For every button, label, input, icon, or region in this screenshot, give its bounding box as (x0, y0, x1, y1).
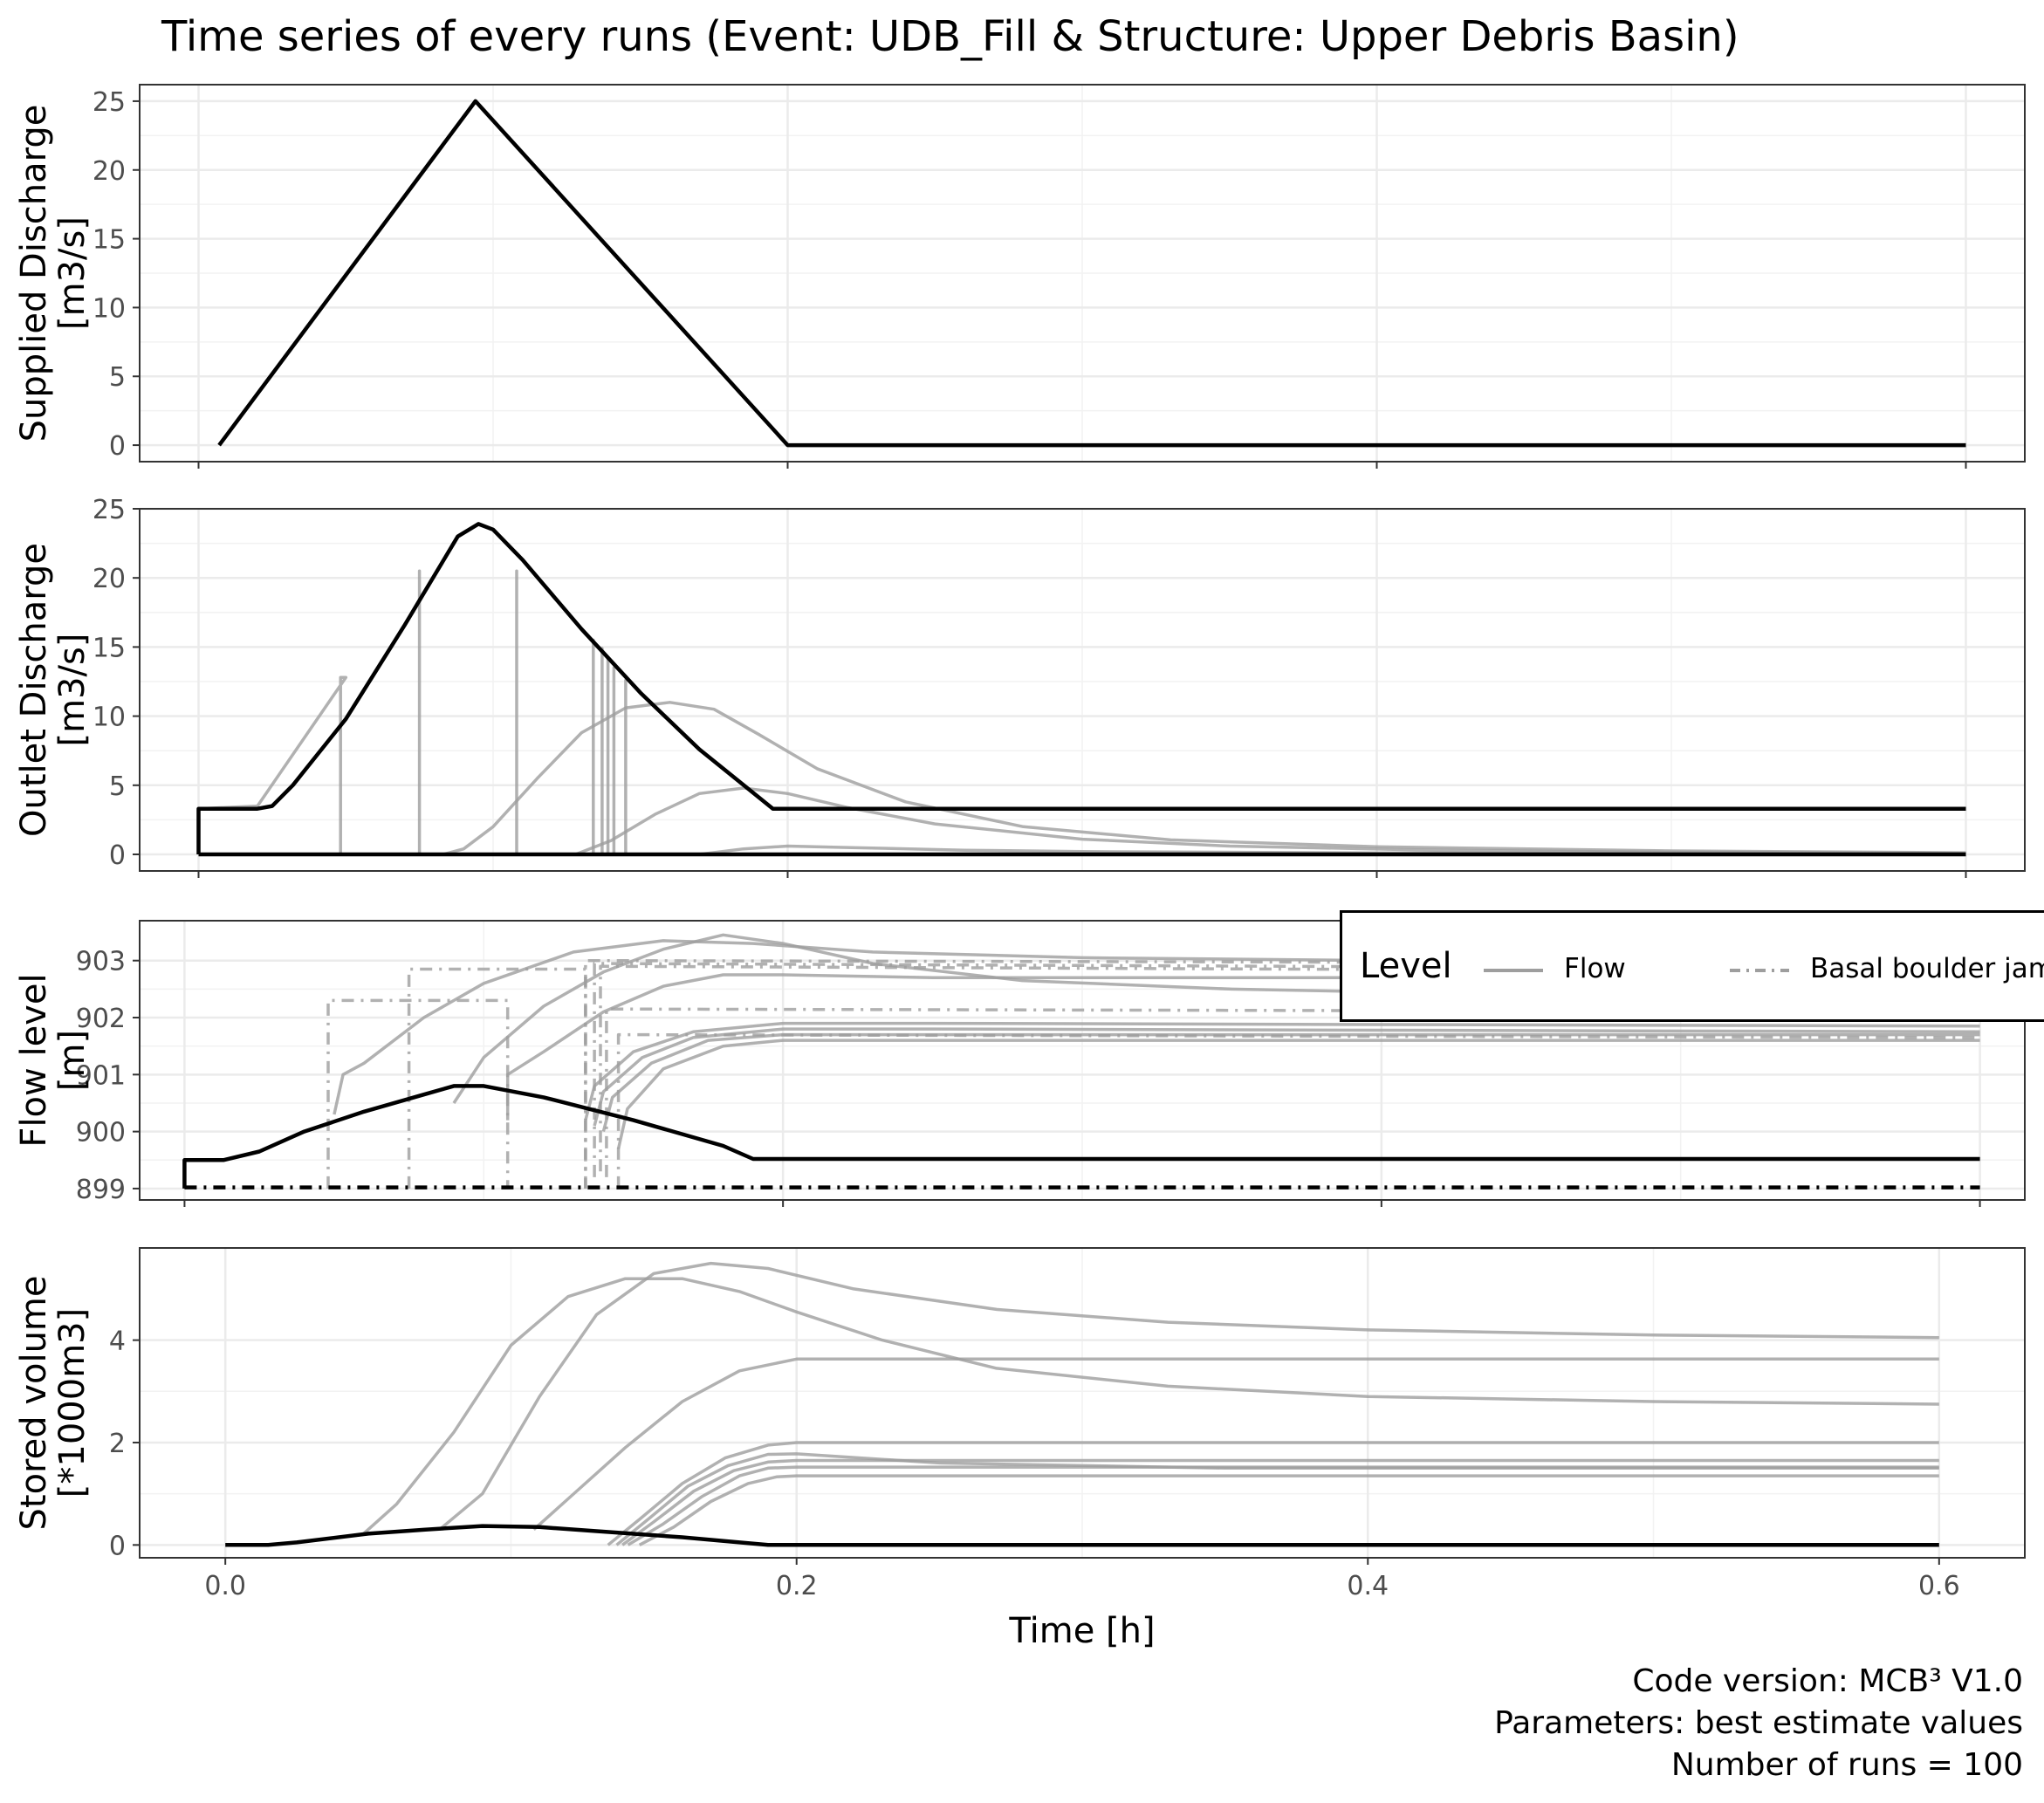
legend: Level Flow Basal boulder jam (1340, 910, 2044, 1022)
y-tick-label: 20 (93, 156, 126, 187)
series-line-8 (225, 1524, 1939, 1547)
panel-stored: 0 2 4 0.0 0.2 0.4 0.6 Stored volume[*1000m3] Tim… (14, 1247, 2026, 1651)
y-tick-label: 25 (93, 495, 126, 525)
series-line-0 (217, 99, 1966, 448)
y-axis-label: Stored volume[*1000m3] (14, 1275, 93, 1530)
series-group (217, 99, 1966, 448)
panel-border (139, 508, 2026, 872)
series-line-2 (505, 973, 1980, 1121)
series-line-0 (333, 939, 1980, 1115)
series-line-14 (182, 1084, 1980, 1189)
series-line-7 (638, 1474, 1939, 1546)
caption-parameters: Parameters: best estimate values (1494, 1705, 2023, 1741)
x-tick-label: 0.0 (204, 1571, 246, 1601)
series-line-11 (196, 522, 1966, 854)
series-line-8 (340, 701, 1966, 856)
panel-border (139, 1247, 2026, 1559)
y-tick-label: 15 (93, 225, 126, 256)
y-tick-label: 0 (109, 431, 126, 462)
x-tick-label: 0.2 (776, 1571, 818, 1601)
y-tick-label: 899 (76, 1175, 126, 1205)
y-tick-label: 0 (109, 1531, 126, 1561)
panel-border (139, 84, 2026, 463)
legend-title: Level (1360, 946, 1452, 986)
series-line-7 (326, 998, 510, 1189)
y-tick-label: 903 (76, 947, 126, 977)
x-axis-label: Time [h] (1008, 1611, 1155, 1651)
series-line-1 (452, 933, 1980, 1104)
caption-code-version: Code version: MCB³ V1.0 (1632, 1663, 2023, 1699)
y-tick-label: 5 (109, 771, 126, 802)
series-line-5 (621, 1458, 1939, 1546)
series-group (225, 1261, 1939, 1547)
series-line-10 (593, 962, 1980, 1177)
y-tick-label: 0 (109, 840, 126, 871)
y-axis-label: Flow level[m] (14, 973, 93, 1147)
x-tick-label: 0.4 (1347, 1571, 1389, 1601)
series-line-5 (601, 1032, 1980, 1133)
y-tick-label: 902 (76, 1004, 126, 1034)
series-line-1 (438, 1261, 1939, 1532)
series-line-13 (616, 1032, 1980, 1189)
y-tick-label: 15 (93, 633, 126, 663)
y-tick-label: 900 (76, 1118, 126, 1148)
y-tick-label: 901 (76, 1060, 126, 1091)
series-line-0 (361, 1277, 1939, 1536)
y-tick-label: 2 (109, 1429, 126, 1459)
caption-number-of-runs: Number of runs = 100 (1670, 1747, 2023, 1783)
series-line-6 (627, 1465, 1939, 1546)
series-line-4 (593, 1027, 1980, 1127)
panel-border (139, 920, 2026, 1201)
y-axis-label: Supplied Discharge[m3/s] (14, 105, 93, 442)
series-line-8 (407, 967, 587, 1189)
x-tick-label: 0.6 (1918, 1571, 1960, 1601)
series-group (182, 933, 1980, 1189)
series-line-3 (607, 1441, 1939, 1546)
series-group (196, 522, 1966, 857)
legend-label-basal-boulder-jam: Basal boulder jam (1810, 953, 2044, 984)
y-tick-label: 4 (109, 1327, 126, 1357)
y-axis-label: Outlet Discharge[m3/s] (14, 543, 93, 837)
series-line-2 (532, 1357, 1939, 1532)
y-tick-label: 10 (93, 293, 126, 324)
y-tick-label: 20 (93, 564, 126, 594)
legend-keys (1484, 969, 1789, 972)
legend-label-flow: Flow (1564, 953, 1626, 984)
y-tick-label: 10 (93, 703, 126, 733)
y-tick-label: 25 (93, 87, 126, 118)
series-line-9 (537, 786, 1966, 856)
series-line-6 (616, 1039, 1980, 1149)
y-tick-label: 5 (109, 362, 126, 393)
chart-title: Time series of every runs (Event: UDB_Fi… (161, 12, 1739, 61)
